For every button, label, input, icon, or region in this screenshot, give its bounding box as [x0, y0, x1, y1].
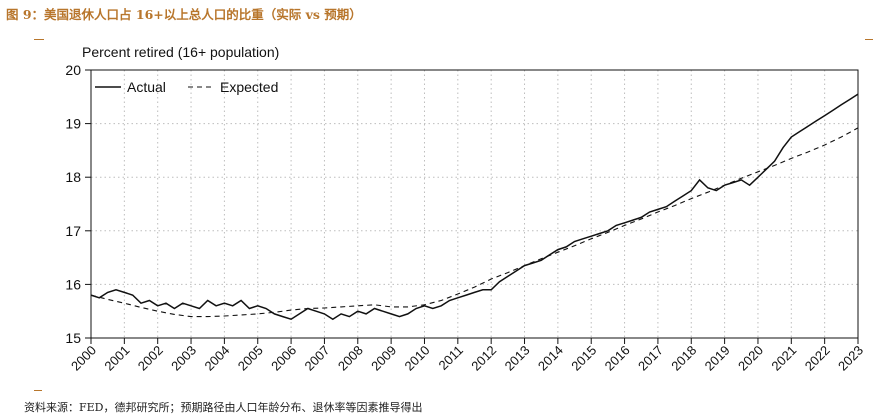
x-tick-label: 2003: [168, 343, 199, 374]
y-axis: 15 16 17 18 19 20: [65, 62, 91, 346]
figure-title: 图 9：美国退休人口占 16+以上总人口的比重（实际 vs 预期）: [6, 7, 362, 22]
y-tick-label: 15: [65, 330, 81, 346]
x-tick-label: 2010: [402, 343, 433, 374]
x-tick-label: 2022: [802, 343, 833, 374]
x-tick-label: 2011: [436, 343, 466, 373]
y-tick-label: 16: [65, 276, 81, 292]
x-tick-label: 2012: [468, 343, 499, 374]
x-tick-label: 2015: [568, 343, 599, 374]
legend-label-expected: Expected: [220, 79, 278, 95]
series-lines: [90, 93, 859, 321]
title-rule-right: [865, 39, 873, 40]
x-axis: 2000 2001 2002 2003 2004 2005 2006 2007 2008 2009…: [68, 338, 866, 374]
x-tick-label: 2002: [135, 343, 166, 374]
series-line-actual: [90, 93, 859, 321]
legend-label-actual: Actual: [127, 79, 166, 95]
x-tick-label: 2013: [502, 343, 533, 374]
plot-frame: [90, 69, 859, 339]
legend: Actual Expected: [95, 79, 278, 95]
series-line-expected: [90, 127, 859, 318]
x-tick-label: 2021: [768, 343, 799, 374]
y-tick-label: 18: [65, 169, 81, 185]
source-rule: [34, 390, 42, 391]
y-tick-label: 17: [65, 223, 81, 239]
x-tick-label: 2017: [635, 343, 666, 374]
x-tick-label: 2006: [268, 343, 299, 374]
chart-title: Percent retired (16+ population): [82, 44, 279, 60]
x-tick-label: 2005: [235, 343, 266, 374]
x-tick-label: 2004: [201, 343, 232, 374]
x-tick-label: 2014: [535, 343, 566, 374]
x-tick-label: 2008: [335, 343, 366, 374]
x-tick-label: 2000: [68, 343, 99, 374]
x-tick-label: 2007: [301, 343, 332, 374]
grid-lines: [91, 70, 858, 338]
source-note: 资料来源：FED，德邦研究所；预期路径由人口年龄分布、退休率等因素推导得出: [24, 401, 423, 414]
x-tick-label: 2020: [735, 343, 766, 374]
x-tick-label: 2018: [668, 343, 699, 374]
x-tick-label: 2009: [368, 343, 399, 374]
y-tick-label: 20: [65, 62, 81, 78]
x-tick-label: 2016: [602, 343, 633, 374]
x-tick-label: 2019: [702, 343, 733, 374]
x-tick-label: 2023: [835, 343, 866, 374]
y-tick-label: 19: [65, 116, 81, 132]
title-rule-left: [34, 39, 44, 40]
x-tick-label: 2001: [101, 343, 132, 374]
